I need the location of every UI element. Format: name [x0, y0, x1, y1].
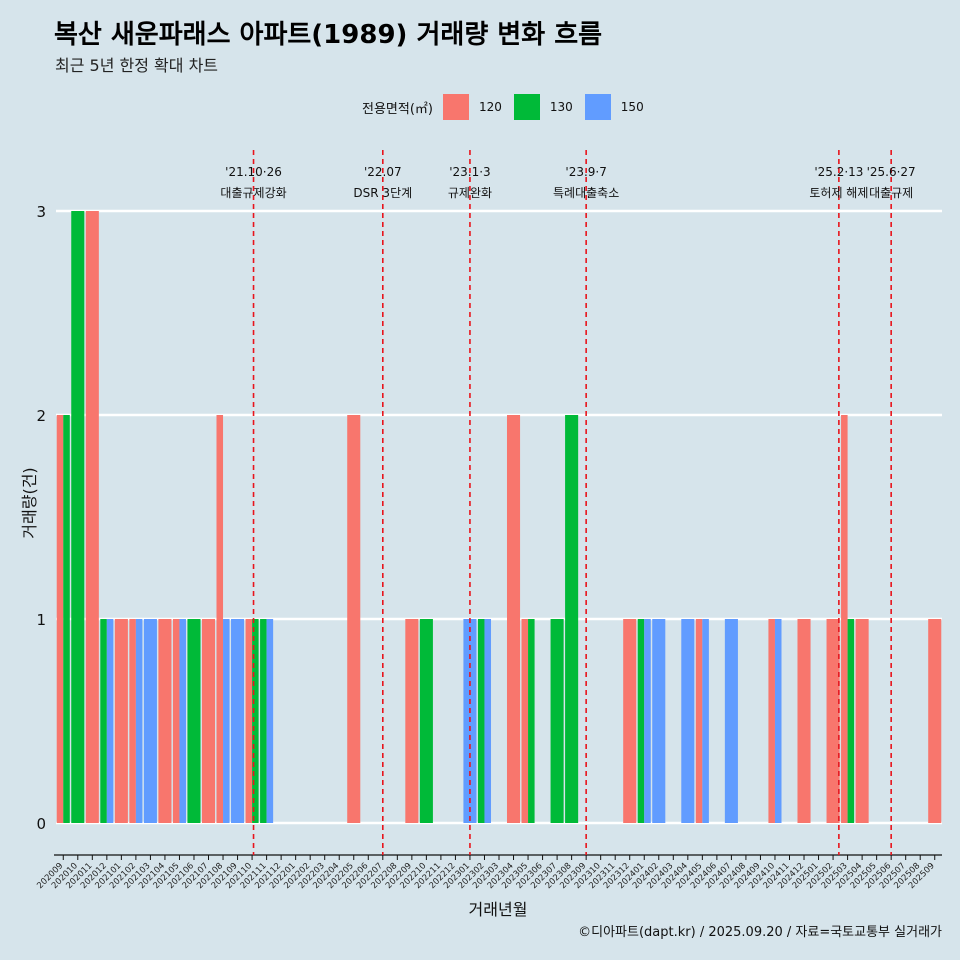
bar-202402-150: [652, 619, 666, 823]
bar-202103-150: [143, 619, 157, 823]
bar-202307-130: [550, 619, 564, 823]
bar-202205-120: [347, 415, 361, 823]
bar-202405-150: [702, 619, 709, 823]
y-tick-label: 0: [36, 815, 46, 833]
bar-202410-150: [774, 619, 782, 823]
bar-202011-120: [85, 211, 99, 823]
bar-202308-130: [565, 415, 579, 823]
legend-swatch-150: [584, 94, 611, 120]
bar-202110-130: [252, 619, 259, 823]
bar-202209-120: [405, 619, 419, 823]
bar-202304-120: [506, 415, 521, 823]
event-date-label: '25.2·13: [814, 165, 863, 179]
bar-202302-150: [484, 619, 492, 823]
bar-202407-150: [724, 619, 738, 823]
bar-202312-120: [623, 619, 637, 823]
bar-202412-120: [797, 619, 811, 823]
bar-202401-150: [644, 619, 651, 823]
event-name-label: 대출규제: [869, 186, 913, 200]
bar-202105-150: [179, 619, 186, 823]
bar-202111-130: [260, 619, 267, 823]
bar-202009-130: [63, 415, 70, 823]
event-name-label: 토허제 해제: [809, 186, 868, 200]
legend-item-120: 120: [442, 94, 502, 120]
x-axis-label: 거래년월: [468, 900, 528, 919]
bar-202210-130: [419, 619, 433, 823]
event-date-label: '21.10·26: [225, 165, 282, 179]
bar-202009-120: [56, 415, 64, 823]
y-tick-label: 2: [36, 407, 46, 425]
event-name-label: 특례대출축소: [553, 186, 619, 200]
bar-202110-120: [245, 619, 253, 823]
event-name-label: 규제완화: [448, 186, 492, 200]
bar-202012-150: [106, 619, 114, 823]
legend-item-130: 130: [513, 94, 573, 120]
event-date-label: '23.1·3: [449, 165, 490, 179]
event-date-label: '23.9·7: [565, 165, 606, 179]
bar-202012-130: [100, 619, 107, 823]
bar-202010-130: [71, 211, 85, 823]
bar-202404-150: [681, 619, 695, 823]
legend-label-130: 130: [549, 100, 573, 114]
bar-202503-130: [847, 619, 855, 823]
bar-202107-120: [201, 619, 216, 823]
legend-item-150: 150: [584, 94, 644, 120]
bar-202111-150: [266, 619, 274, 823]
legend-swatch-130: [513, 94, 540, 120]
bar-202102-150: [135, 619, 143, 823]
bar-202504-120: [855, 619, 869, 823]
bar-202106-130: [187, 619, 201, 823]
bar-202108-150: [223, 619, 230, 823]
bar-202509-120: [928, 619, 942, 823]
source-caption: ©디아파트(dapt.kr) / 2025.09.20 / 자료=국토교통부 실…: [578, 925, 942, 940]
event-name-label: 대출규제강화: [220, 186, 286, 200]
event-date-label: '22.07: [364, 165, 402, 179]
bar-202101-120: [114, 619, 128, 823]
event-date-label: '25.6·27: [867, 165, 916, 179]
bar-202109-150: [231, 619, 245, 823]
legend-label-120: 120: [478, 100, 502, 114]
y-axis-label: 거래량(건): [20, 467, 39, 539]
chart-title: 복산 새운파래스 아파트(1989) 거래량 변화 흐름: [54, 20, 603, 50]
y-tick-label: 1: [36, 611, 46, 629]
bar-202502-120: [826, 619, 840, 823]
bar-202305-120: [521, 619, 529, 823]
bar-202104-120: [158, 619, 172, 823]
legend: 전용면적(㎡) 120 130 150: [362, 92, 656, 122]
event-name-label: DSR 3단계: [353, 186, 412, 200]
bar-202405-120: [695, 619, 703, 823]
bar-202108-120: [216, 415, 224, 823]
legend-swatch-120: [442, 94, 469, 120]
bar-202410-120: [768, 619, 775, 823]
bar-202401-130: [637, 619, 645, 823]
bar-202305-130: [528, 619, 535, 823]
legend-label-150: 150: [620, 100, 644, 114]
bar-202503-120: [841, 415, 848, 823]
bar-202105-120: [172, 619, 180, 823]
chart-subtitle: 최근 5년 한정 확대 차트: [55, 56, 219, 75]
bar-202302-130: [477, 619, 485, 823]
y-tick-label: 3: [36, 203, 46, 221]
bar-202102-120: [129, 619, 136, 823]
legend-title: 전용면적(㎡): [362, 101, 433, 117]
